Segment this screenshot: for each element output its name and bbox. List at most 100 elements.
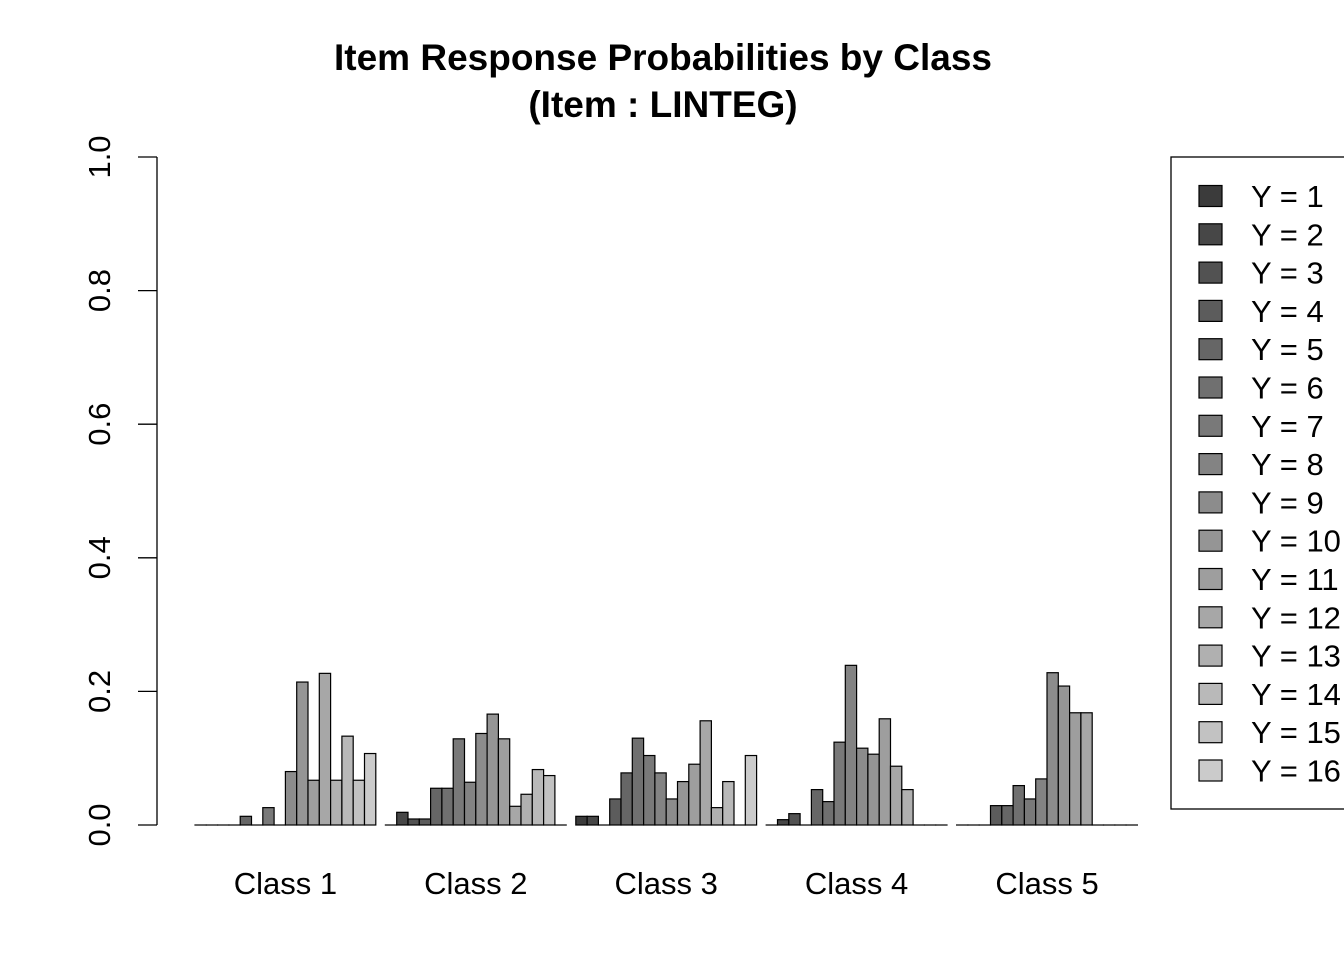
bar [262,807,275,826]
legend-swatch [1198,567,1223,591]
legend-swatch [1198,453,1223,476]
bar-group [194,672,377,826]
y-tick-label: 1.0 [82,135,117,178]
x-category-label: Class 3 [615,866,718,901]
legend-label: Y = 15 [1251,715,1341,750]
bar [475,732,488,826]
y-axis: 0.0 0.2 0.4 0.6 0.8 1.0 [82,135,158,847]
legend-label: Y = 7 [1251,409,1324,444]
bar-group [765,664,948,826]
bar-group [384,713,567,826]
legend-swatch [1198,414,1223,437]
legend-swatch [1198,299,1223,322]
legend-label: Y = 10 [1251,524,1341,559]
legend-label: Y = 5 [1251,332,1324,367]
bar [509,805,522,826]
legend-swatch [1198,529,1223,552]
legend-swatch [1198,376,1223,399]
legend-label: Y = 4 [1251,294,1324,329]
bar [654,772,667,826]
y-tick-label: 0.8 [82,269,117,312]
bar [486,713,500,826]
x-category-label: Class 1 [234,866,337,901]
bar [844,664,858,826]
bar [430,787,443,826]
legend-swatch [1198,184,1223,208]
bar [631,737,645,826]
legend-label: Y = 1 [1251,179,1324,214]
bar [330,779,343,826]
bar [901,788,914,826]
bar [1068,712,1082,826]
y-tick-label: 0.4 [82,536,117,579]
legend-swatch [1198,223,1223,246]
bar [1080,712,1093,826]
bar [341,735,354,826]
chart-title: Item Response Probabilities by Class [334,37,992,78]
legend-label: Y = 8 [1251,447,1324,482]
bar [989,805,1003,826]
bar [418,818,432,826]
y-tick-label: 0.6 [82,403,117,446]
legend-label: Y = 9 [1251,485,1324,520]
bar [833,741,846,826]
bar [531,768,545,826]
y-tick-label: 0.2 [82,670,117,713]
bar [396,811,409,826]
bar [1035,778,1048,826]
bar [810,788,824,826]
bar [776,819,790,826]
bar [1001,805,1014,826]
bar [642,754,656,826]
bar [363,752,377,826]
bar [665,798,679,826]
bar [609,798,622,826]
bar [1057,685,1071,826]
bar [822,801,835,826]
legend-swatch [1198,721,1223,744]
bar [575,815,588,826]
bar [441,787,454,826]
bar [407,818,420,826]
bar [788,813,801,826]
legend-label: Y = 6 [1251,371,1324,406]
bar [239,815,253,826]
legend-label: Y = 14 [1251,677,1341,712]
bar [1046,672,1059,826]
bars [194,664,1138,826]
legend-label: Y = 16 [1251,754,1341,789]
legend-label: Y = 11 [1251,562,1339,597]
bar [878,718,892,826]
bar [542,774,556,826]
bar [710,807,724,826]
bar [1023,798,1037,826]
legend-swatch [1198,759,1223,782]
bar [296,681,309,826]
legend-swatch [1198,606,1223,629]
legend-label: Y = 13 [1251,639,1341,674]
y-tick-label: 0.0 [82,803,117,846]
bar [699,720,712,826]
bar [352,779,366,826]
x-category-label: Class 4 [805,866,908,901]
x-category-label: Class 5 [995,866,1098,901]
legend-swatch [1198,338,1223,361]
legend-swatch [1198,644,1223,667]
bar [620,772,633,826]
bar [867,753,880,826]
bar [463,781,477,826]
legend-label: Y = 3 [1251,256,1324,291]
legend-swatch [1198,682,1223,706]
legend-swatch [1198,261,1223,284]
x-category-label: Class 2 [424,866,527,901]
bar [284,770,298,826]
bar-group [955,672,1138,826]
bar [855,747,869,826]
legend-label: Y = 12 [1251,600,1341,635]
bar [307,779,320,826]
bar [744,754,758,826]
bar [452,738,466,826]
legend-box [1170,156,1344,810]
bar [722,780,735,826]
